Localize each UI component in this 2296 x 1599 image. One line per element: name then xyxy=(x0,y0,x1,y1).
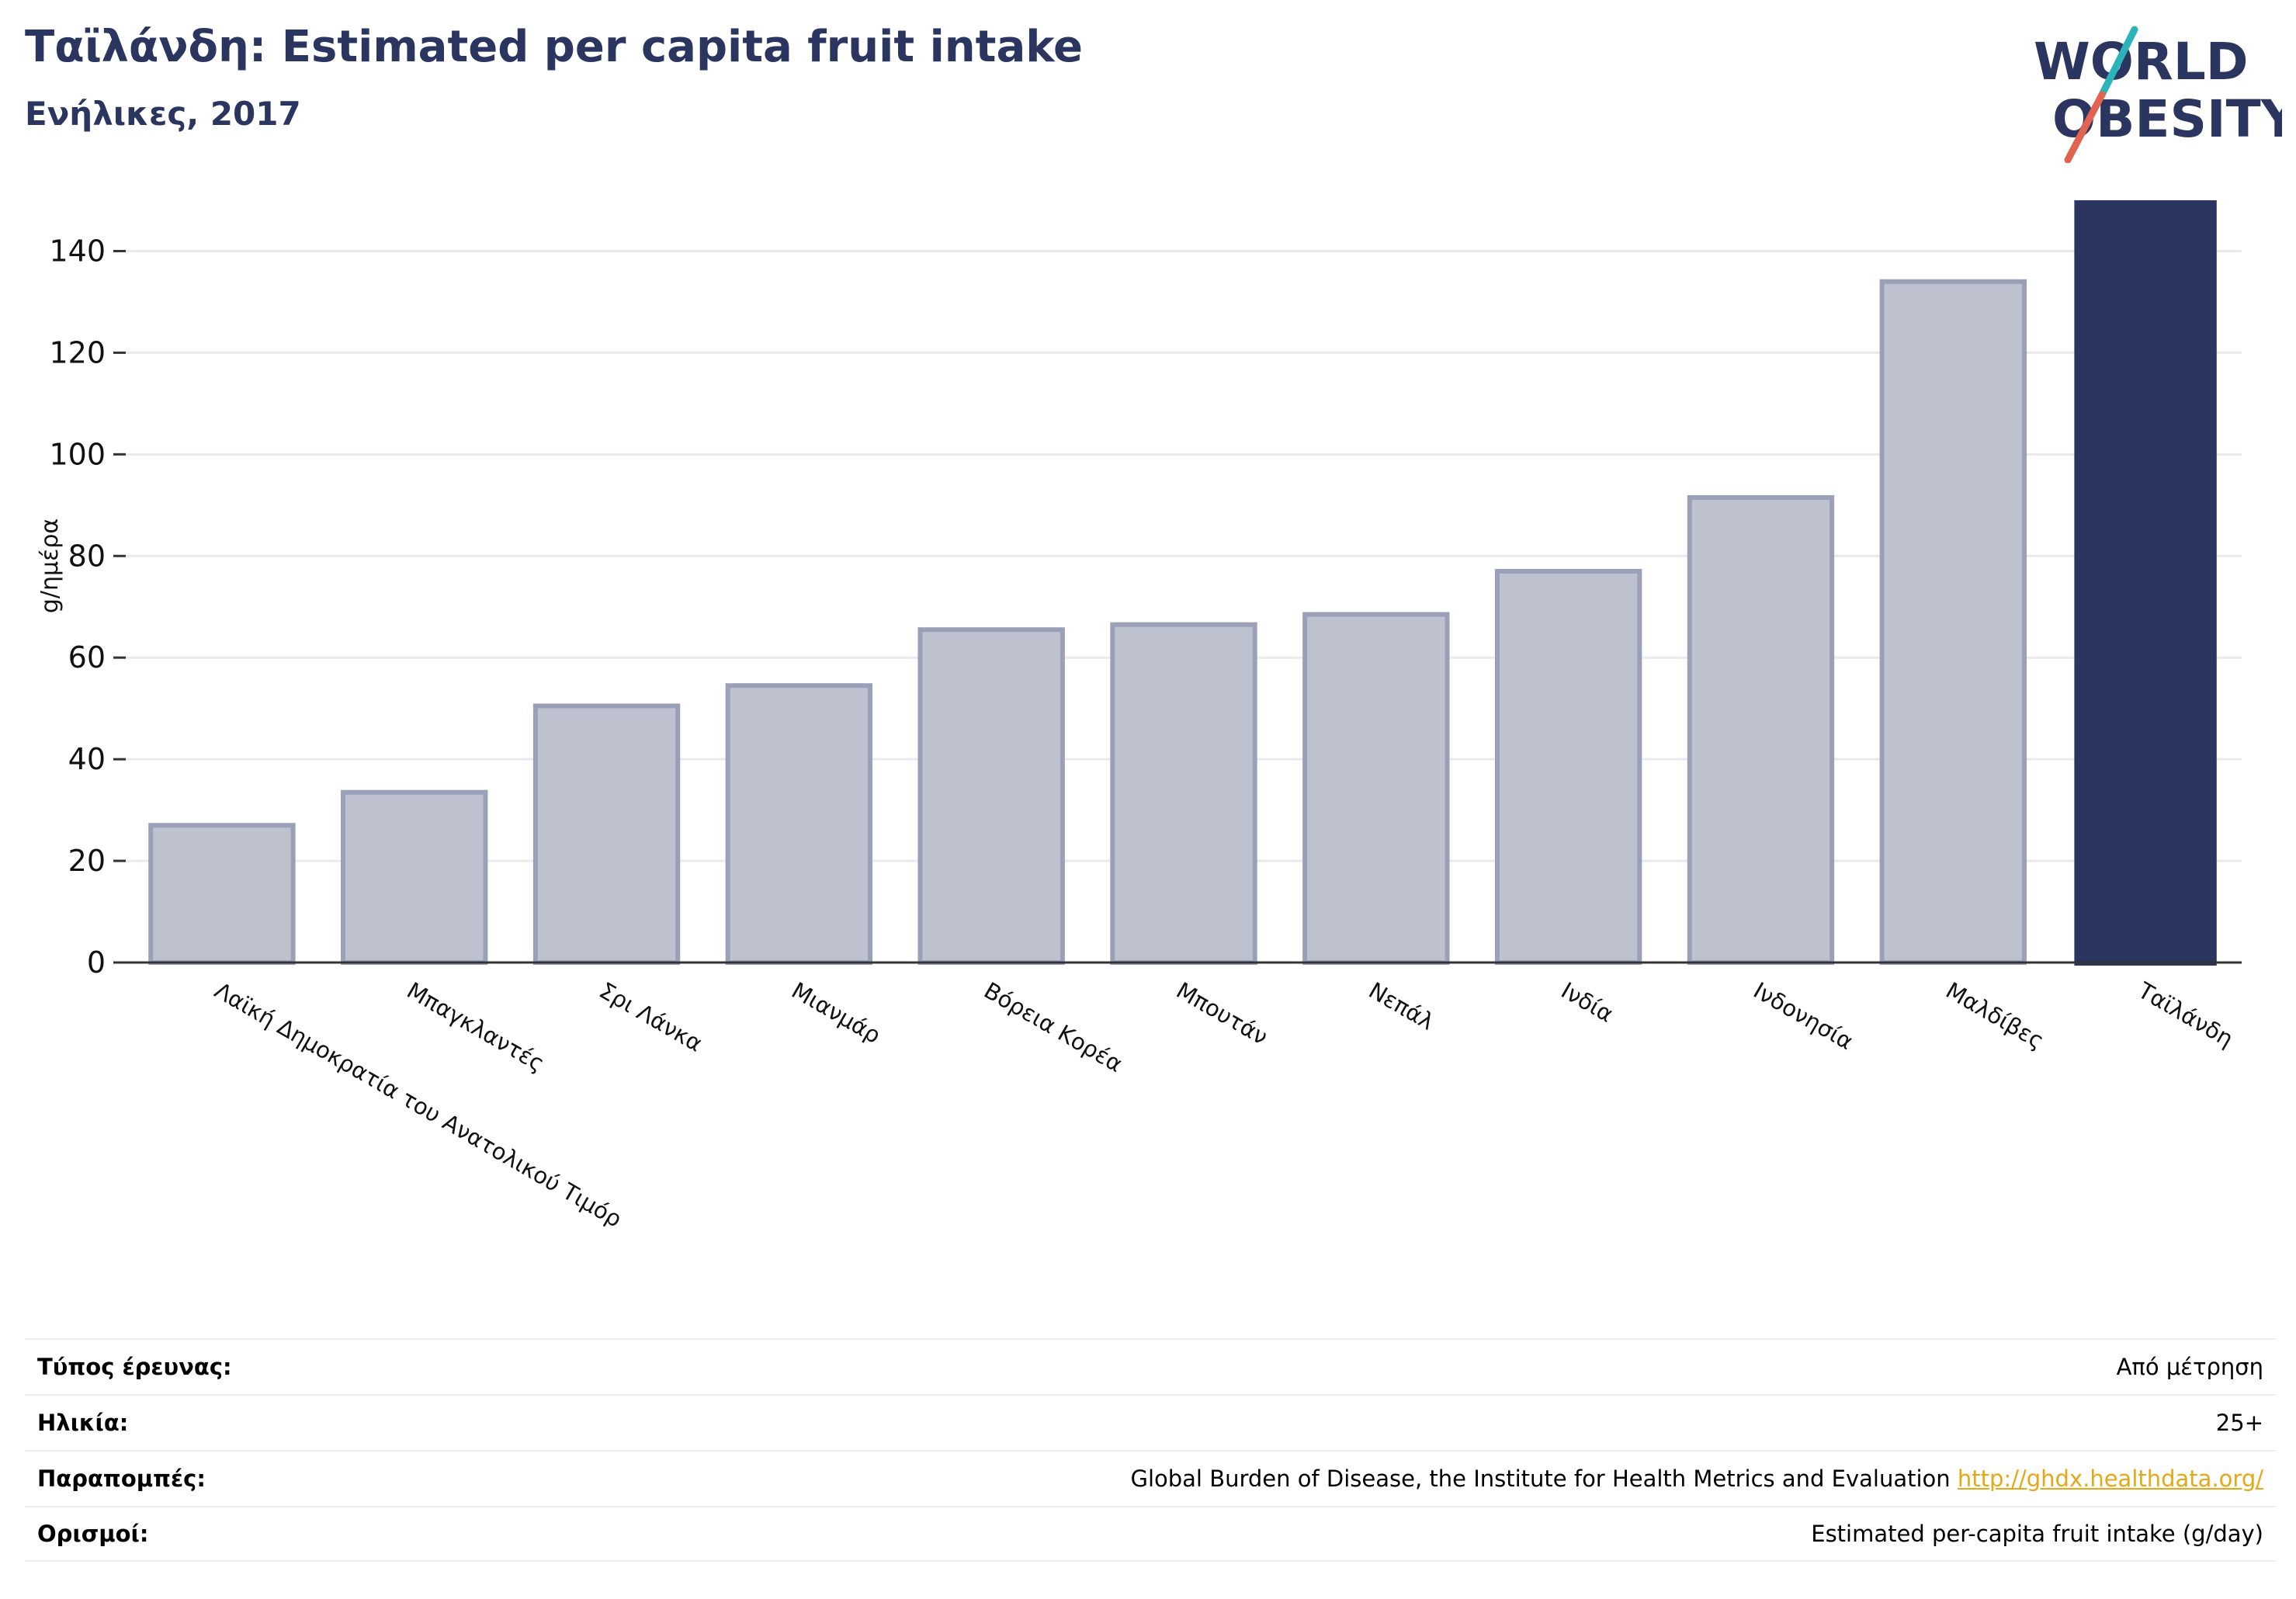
bar xyxy=(1302,612,1450,965)
x-tick-label: Μιανμάρ xyxy=(787,977,885,1049)
bar xyxy=(1687,494,1835,965)
bar xyxy=(148,823,296,965)
chart-subtitle: Ενήλικες, 2017 xyxy=(25,95,301,133)
reference-text: Global Burden of Disease, the Institute … xyxy=(1130,1465,1951,1492)
y-axis-label: g/ημέρα xyxy=(36,519,64,613)
reference-link[interactable]: http://ghdx.healthdata.org/ xyxy=(1957,1465,2263,1492)
logo-line-1: WORLD xyxy=(2034,32,2249,92)
x-tick-label: Σρι Λάνκα xyxy=(595,977,706,1057)
logo-slash-top xyxy=(2098,26,2138,99)
info-value: Estimated per-capita fruit intake (g/day… xyxy=(1811,1521,2263,1547)
x-tick-label: Ινδονησία xyxy=(1749,977,1857,1056)
bar xyxy=(725,683,873,965)
x-tick-label: Ταϊλάνδη xyxy=(2133,976,2238,1053)
info-table: Τύπος έρευνας: Από μέτρηση Ηλικία: 25+ Π… xyxy=(25,1338,2276,1562)
bar xyxy=(917,627,1065,966)
bar xyxy=(532,703,681,965)
y-tick-label: 40 xyxy=(68,742,106,776)
bar xyxy=(1494,568,1642,965)
y-tick-label: 80 xyxy=(68,539,106,573)
y-tick-label: 120 xyxy=(49,335,106,369)
x-tick-label: Μαλδίβες xyxy=(1941,977,2048,1054)
info-label: Ορισμοί: xyxy=(37,1521,149,1547)
x-tick-label: Μπουτάν xyxy=(1172,977,1272,1050)
logo-slash-bottom xyxy=(2064,91,2106,163)
info-label: Ηλικία: xyxy=(37,1410,129,1436)
bar-chart: 0 20 40 60 80 100 120 140 g/ημέρα Λαϊκή Δημοκρατί… xyxy=(36,200,2242,1233)
y-tick-label: 20 xyxy=(68,844,106,878)
info-label: Παραπομπές: xyxy=(37,1465,206,1492)
x-tick-label: Λαϊκή Δημοκρατία του Ανατολικού Τιμόρ xyxy=(210,977,626,1233)
world-obesity-logo: WORLD OBESITY xyxy=(2034,26,2282,163)
info-row-references: Παραπομπές: Global Burden of Disease, th… xyxy=(25,1450,2276,1506)
info-value: 25+ xyxy=(2215,1410,2263,1436)
chart-title: Ταϊλάνδη: Estimated per capita fruit int… xyxy=(25,22,1083,72)
y-tick-label: 60 xyxy=(68,640,106,675)
bar xyxy=(341,789,488,965)
y-tick-label: 100 xyxy=(49,437,106,471)
y-tick-label: 0 xyxy=(87,945,106,980)
bar xyxy=(1110,622,1257,965)
x-tick-label: Νεπάλ xyxy=(1365,977,1439,1035)
x-tick-label: Ινδία xyxy=(1556,977,1618,1028)
info-row-survey-type: Τύπος έρευνας: Από μέτρηση xyxy=(25,1338,2276,1394)
x-tick-label: Μπαγκλαντές xyxy=(403,977,550,1077)
bar xyxy=(1879,279,2027,966)
info-value: Global Burden of Disease, the Institute … xyxy=(1130,1465,2263,1492)
info-value: Από μέτρηση xyxy=(2116,1354,2263,1380)
bar xyxy=(2074,200,2217,966)
info-label: Τύπος έρευνας: xyxy=(37,1354,232,1380)
x-tick-label: Βόρεια Κορέα xyxy=(980,977,1127,1077)
y-tick-label: 140 xyxy=(49,234,106,268)
info-row-definitions: Ορισμοί: Estimated per-capita fruit inta… xyxy=(25,1506,2276,1562)
info-row-age: Ηλικία: 25+ xyxy=(25,1394,2276,1450)
